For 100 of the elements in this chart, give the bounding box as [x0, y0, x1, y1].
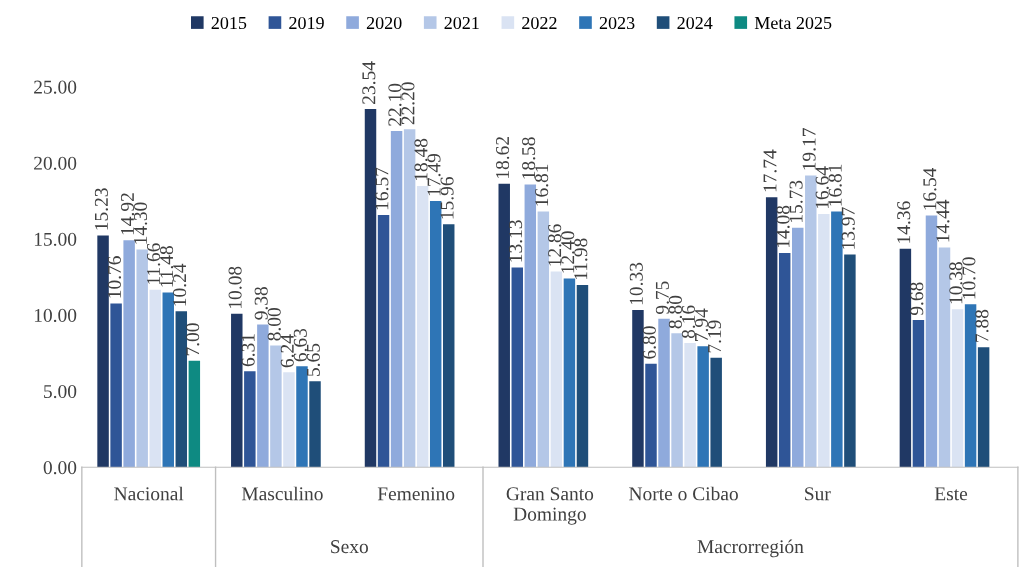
legend-label: 2023: [599, 16, 635, 30]
data-label: 14.30: [133, 202, 148, 244]
data-label: 14.44: [936, 199, 950, 242]
data-label: 16.64: [815, 166, 829, 209]
data-label: 11.98: [574, 238, 588, 280]
bar: [136, 249, 148, 468]
data-label: 6.24: [280, 334, 294, 368]
data-label: 22.10: [388, 83, 402, 126]
bar: [671, 333, 683, 468]
data-label: 14.36: [897, 201, 911, 243]
bar: [429, 201, 442, 468]
bar: [524, 184, 537, 468]
legend-label: 2020: [366, 16, 402, 30]
x-tick-label: Nacional: [114, 486, 184, 501]
data-label: 10.70: [962, 257, 976, 299]
data-label: 11.48: [160, 246, 174, 287]
data-label: 15.73: [789, 180, 803, 222]
bar: [416, 185, 429, 468]
legend-label: 2024: [677, 16, 713, 30]
data-label: 7.94: [694, 308, 709, 341]
data-label: 7.19: [707, 320, 722, 353]
bar: [364, 108, 377, 468]
bar: [403, 129, 416, 468]
data-label: 12.40: [561, 231, 575, 273]
data-label: 6.80: [642, 326, 656, 359]
bar: [977, 347, 990, 468]
data-label: 14.92: [120, 193, 135, 235]
data-label: 15.23: [94, 188, 109, 230]
bar: [925, 215, 938, 468]
x-tick-label: Este: [934, 487, 968, 501]
data-label: 6.63: [293, 328, 307, 362]
y-tick-label: 25.00: [34, 80, 77, 94]
data-label: 16.81: [828, 164, 842, 206]
bar: [257, 324, 269, 468]
data-label: 8.00: [267, 308, 281, 341]
data-label: 10.24: [173, 263, 187, 306]
data-label: 13.13: [509, 220, 523, 262]
bar: [296, 366, 308, 468]
bar: [283, 372, 295, 468]
bar: [831, 211, 843, 468]
data-label: 9.68: [910, 282, 924, 316]
data-label: 12.86: [548, 224, 562, 266]
bar: [805, 175, 817, 468]
data-label: 19.17: [802, 128, 816, 170]
data-label: 7.00: [186, 323, 200, 356]
x-tick-label: Masculino: [241, 486, 323, 501]
data-label: 16.81: [535, 164, 549, 206]
bar: [188, 360, 201, 468]
bar: [792, 227, 804, 468]
data-label: 23.54: [362, 61, 376, 104]
data-label: 8.16: [681, 305, 696, 339]
bar: [231, 313, 243, 468]
bar: [632, 310, 644, 468]
bar: [443, 224, 455, 468]
y-tick-label: 20.00: [34, 156, 77, 170]
data-label: 10.76: [107, 256, 122, 298]
bar: [710, 357, 722, 468]
bar: [244, 371, 256, 468]
legend-label: 2022: [522, 16, 557, 30]
x-tick-label: Femenino: [377, 487, 455, 501]
data-label: 5.65: [306, 343, 320, 376]
data-label: 11.66: [147, 243, 161, 284]
data-label: 18.48: [414, 138, 428, 181]
y-tick-label: 10.00: [34, 308, 77, 323]
x-tick-label: Gran Santo Domingo: [506, 487, 594, 525]
data-label: 22.20: [401, 82, 415, 125]
data-label: 9.75: [655, 281, 669, 315]
bar: [149, 289, 161, 468]
bar: [938, 247, 951, 468]
x-tick-label: Sur: [805, 487, 831, 501]
bar: [162, 292, 174, 468]
data-label: 18.62: [495, 137, 510, 178]
bar: [765, 197, 778, 468]
bar: [377, 215, 390, 468]
data-label: 10.33: [629, 262, 643, 305]
data-label: 13.97: [841, 207, 855, 249]
bar: [899, 248, 912, 468]
bar: [778, 252, 791, 468]
bar: [390, 130, 403, 468]
bar: [964, 304, 977, 468]
bar: [175, 311, 188, 468]
data-label: 16.57: [375, 167, 389, 210]
bar: [110, 303, 122, 468]
bar: [498, 183, 510, 468]
bar: [511, 267, 523, 468]
bar: [537, 211, 550, 468]
data-label: 16.54: [923, 167, 937, 210]
bar: [550, 271, 563, 468]
bar: [697, 346, 709, 468]
legend-label: Meta 2025: [754, 16, 832, 30]
data-label: 10.08: [228, 266, 242, 308]
y-tick-label: 15.00: [34, 232, 77, 246]
data-label: 10.38: [949, 262, 963, 304]
data-label: 8.80: [668, 295, 683, 329]
data-label: 14.08: [776, 205, 790, 248]
data-label: 18.58: [522, 137, 536, 179]
data-label: 17.49: [427, 153, 441, 196]
legend-label: 2019: [289, 16, 324, 30]
bar: [645, 363, 657, 468]
bar: [309, 381, 321, 468]
